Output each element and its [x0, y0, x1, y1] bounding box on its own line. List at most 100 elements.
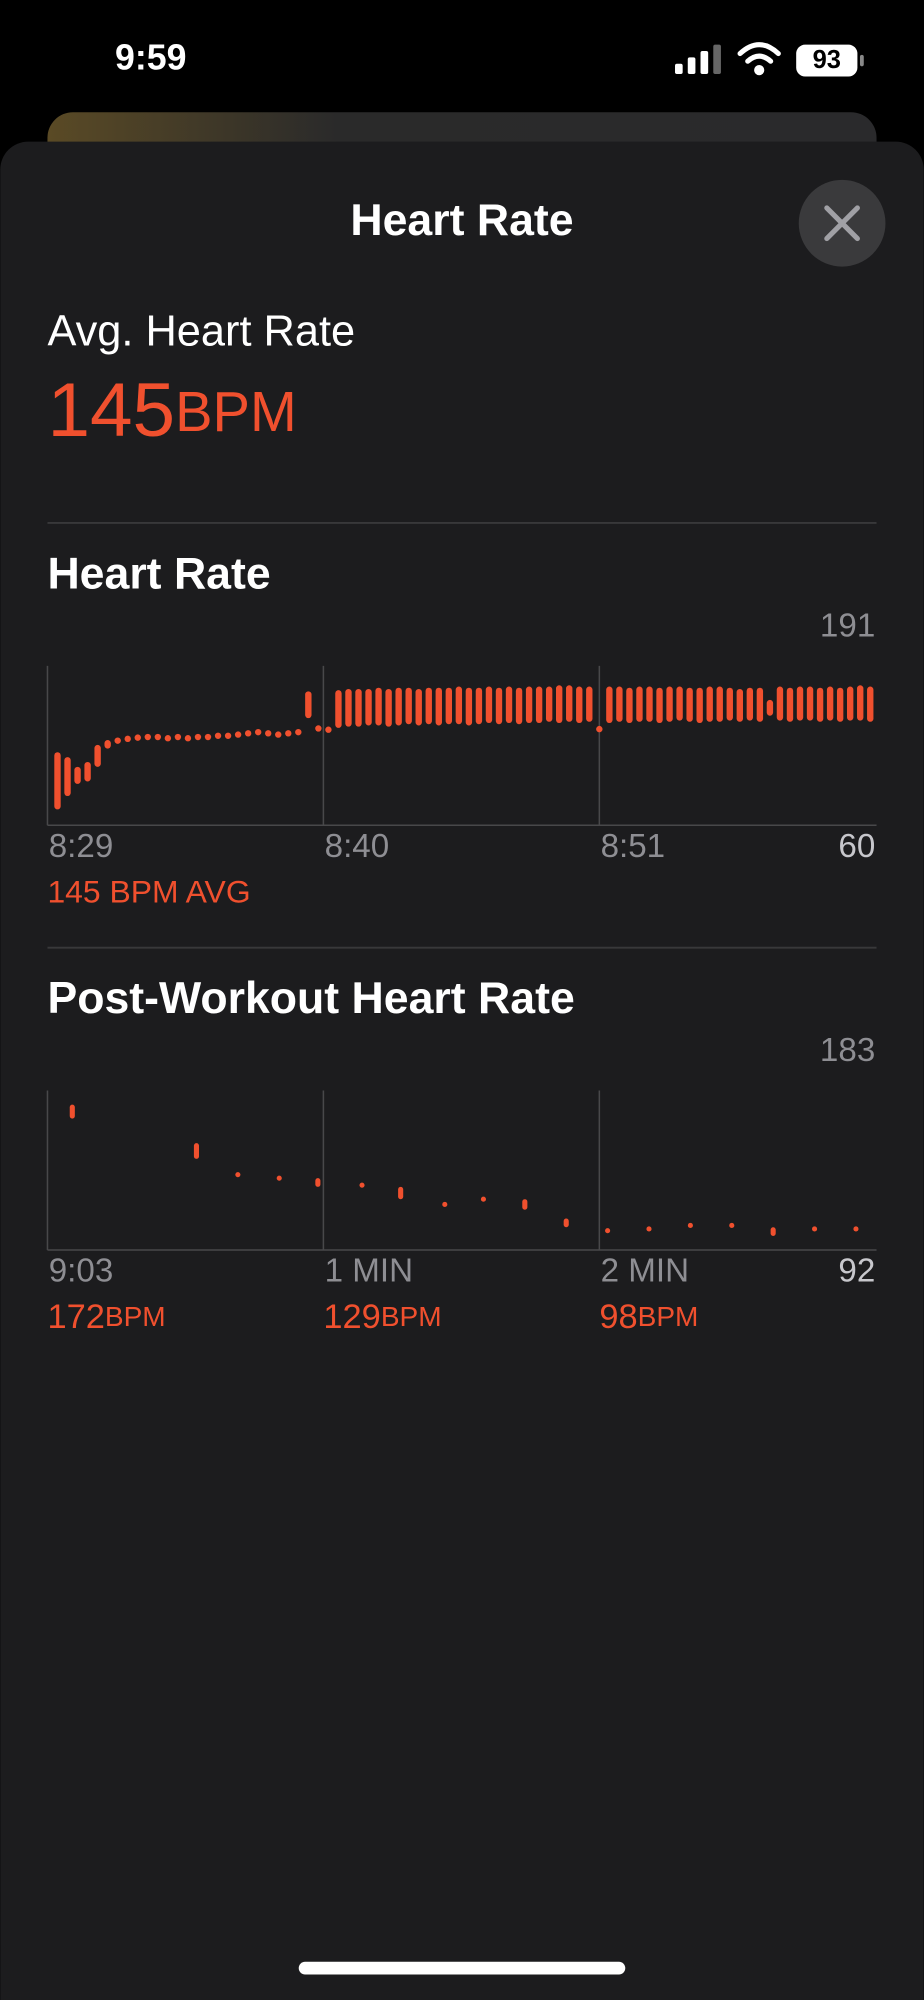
battery-icon [796, 44, 858, 77]
summary-value: 98BPM [599, 1298, 698, 1336]
range-bar [676, 686, 683, 721]
range-bar [756, 687, 764, 722]
range-bar [194, 733, 202, 741]
close-icon[interactable] [824, 205, 860, 242]
range-bar [706, 686, 713, 722]
x-tick-label: 9:03 [49, 1253, 114, 1290]
range-bar [836, 687, 844, 722]
range-bar [485, 686, 493, 724]
range-bar [566, 685, 573, 722]
range-bar [325, 726, 332, 733]
range-bar [174, 733, 182, 741]
range-bar [415, 688, 422, 726]
range-bar [465, 687, 473, 726]
summary-value: 172BPM [47, 1298, 165, 1336]
range-bar [134, 734, 141, 741]
range-bar [505, 686, 513, 724]
range-bar [405, 687, 412, 725]
range-bar [69, 1104, 75, 1119]
range-bar [729, 1222, 735, 1229]
range-bar [786, 687, 794, 722]
range-bar [315, 1178, 321, 1187]
range-bar [776, 686, 784, 721]
range-bar [64, 757, 71, 797]
range-bar [204, 733, 212, 741]
range-bar [475, 687, 483, 725]
range-bar [525, 686, 533, 724]
range-bar [480, 1196, 486, 1202]
y-tick-label: 191 [820, 607, 875, 644]
summary-unit: BPM [638, 1301, 699, 1332]
summary-unit: BPM [381, 1301, 442, 1332]
range-bar [124, 735, 131, 743]
range-bar [285, 730, 292, 737]
status-time: 9:59 [115, 37, 186, 77]
range-bar [335, 690, 342, 728]
range-bar [54, 752, 61, 810]
range-bar [545, 686, 553, 722]
range-bar [193, 1143, 200, 1159]
range-bar [235, 1172, 241, 1178]
range-bar [154, 733, 162, 741]
range-bar [726, 687, 733, 721]
range-bar [616, 686, 623, 722]
x-tick-label: 8:29 [49, 828, 114, 865]
range-bar [535, 686, 543, 724]
range-bar [646, 1226, 652, 1232]
range-bar [265, 730, 272, 737]
range-bar [626, 687, 633, 724]
battery-level: 93 [813, 46, 841, 74]
summary-number: 172 [47, 1298, 104, 1336]
close-button[interactable] [798, 179, 886, 267]
range-bar [244, 730, 252, 737]
range-bar [385, 688, 392, 727]
y-tick-label: 60 [838, 828, 875, 865]
home-indicator [298, 1961, 626, 1975]
range-bar [164, 735, 172, 742]
range-bar [576, 686, 583, 724]
range-bar [586, 686, 593, 722]
range-bar [365, 688, 372, 726]
range-bar [224, 732, 232, 739]
x-tick-label: 8:51 [601, 828, 666, 865]
range-bar [857, 685, 864, 721]
range-bar [853, 1226, 859, 1232]
range-bar [315, 725, 322, 732]
range-bar [74, 766, 81, 784]
range-bar [826, 686, 834, 721]
range-bar [766, 699, 774, 716]
range-bar [184, 735, 192, 742]
summary-value: 129BPM [323, 1298, 441, 1336]
battery-tip [859, 54, 864, 67]
range-bar [114, 737, 121, 744]
range-bar [398, 1186, 404, 1200]
chart-footer: 145 BPM AVG [47, 874, 250, 910]
range-bar [515, 687, 523, 725]
range-bar [686, 687, 693, 722]
range-bar [656, 687, 663, 724]
chart-title: Heart Rate [47, 549, 270, 598]
range-bar [214, 732, 222, 739]
avg-value: 145BPM [47, 368, 296, 453]
range-bar [846, 686, 854, 721]
range-bar [144, 733, 151, 741]
range-bar [563, 1218, 569, 1228]
y-tick-label: 183 [820, 1032, 875, 1069]
range-bar [84, 761, 91, 782]
range-bar [596, 725, 603, 733]
range-bar [816, 687, 824, 722]
range-bar [395, 687, 402, 726]
range-bar [606, 686, 613, 724]
avg-unit: BPM [175, 380, 297, 443]
x-tick-label: 1 MIN [325, 1253, 413, 1290]
signal-icon [675, 44, 721, 74]
range-bar [687, 1222, 693, 1229]
range-bar [605, 1228, 611, 1234]
range-bar [435, 687, 442, 726]
range-bar [355, 688, 362, 727]
wifi-icon [737, 42, 781, 76]
range-bar [425, 687, 432, 725]
range-bar [736, 688, 743, 722]
